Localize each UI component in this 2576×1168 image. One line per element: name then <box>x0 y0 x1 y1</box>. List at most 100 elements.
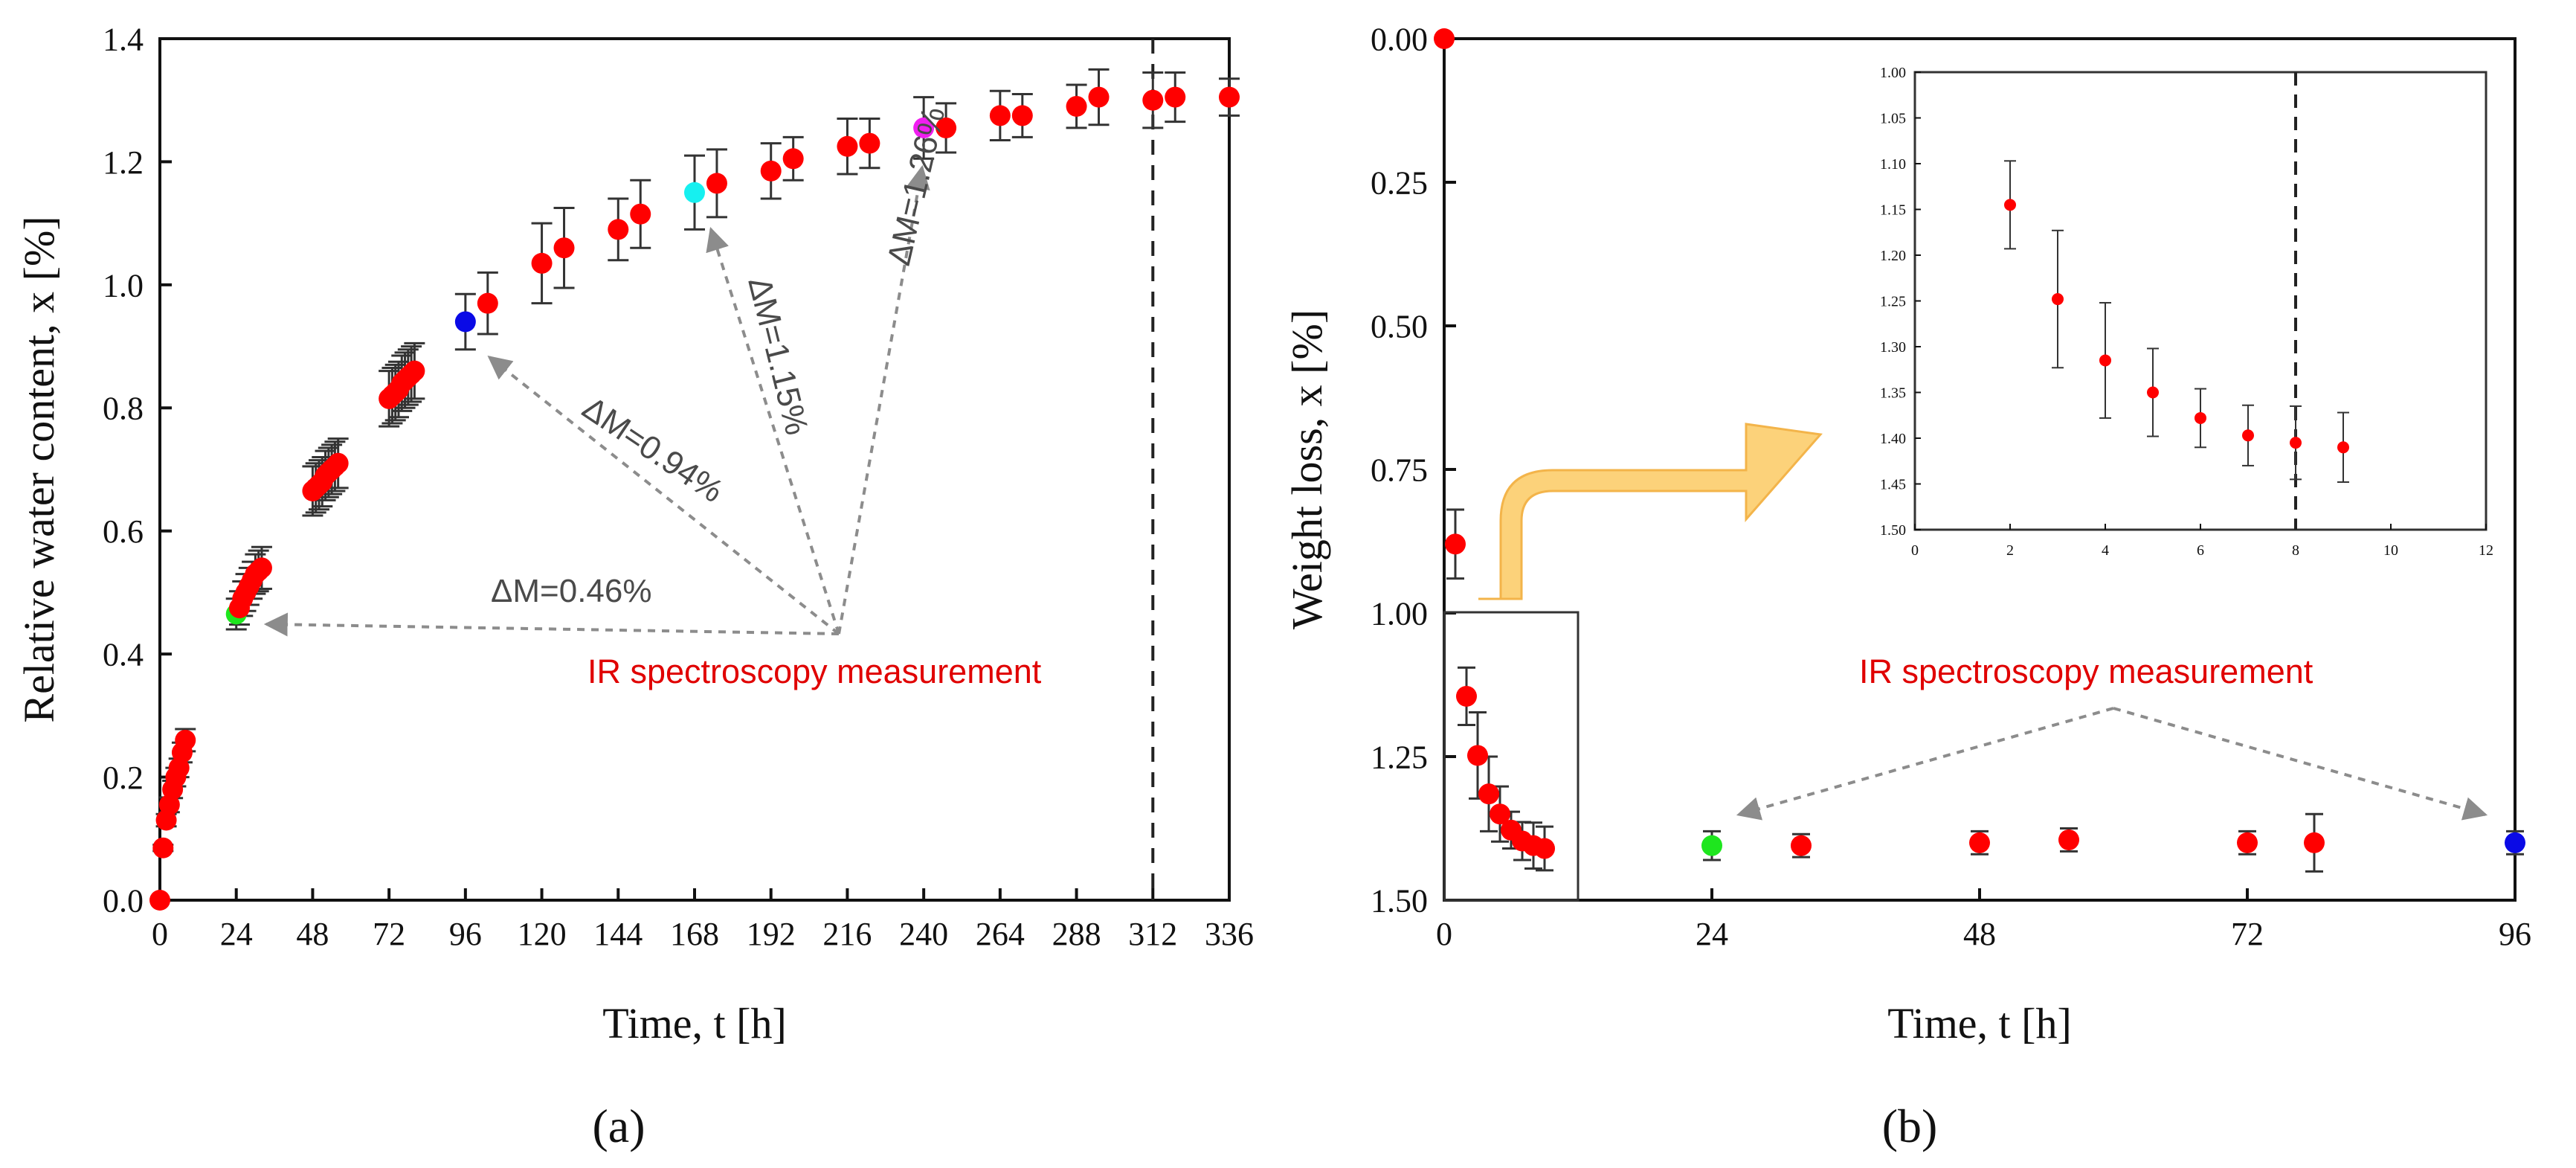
inset-x-tick-label: 0 <box>1911 542 1919 559</box>
panel-b-x-axis-label: Time, t [h] <box>1887 999 2072 1047</box>
panel-a-y-tick-label: 0.8 <box>103 391 144 427</box>
panel-a-data-point <box>404 361 425 382</box>
zoom-arrow-icon <box>1478 424 1820 599</box>
panel-b-y-tick-label: 0.50 <box>1371 308 1428 344</box>
panel-a-data-point <box>251 557 272 578</box>
panel-a-x-tick-label: 120 <box>518 916 567 952</box>
inset-y-tick-label: 1.10 <box>1880 156 1906 173</box>
panel-b-y-tick-label: 0.25 <box>1371 164 1428 201</box>
panel-b-data-point <box>1467 745 1488 766</box>
panel-a-data-point <box>630 204 651 225</box>
panel-a-x-tick-label: 336 <box>1205 916 1254 952</box>
inset-y-tick-label: 1.15 <box>1880 202 1906 219</box>
panel-a-x-tick-label: 288 <box>1052 916 1101 952</box>
panel-a-x-tick-label: 96 <box>449 916 482 952</box>
arrow-to-0-46 <box>266 624 839 634</box>
panel-b-data-point <box>1969 832 1990 853</box>
panel-a-x-tick-label: 0 <box>152 916 168 952</box>
inset-x-tick-label: 8 <box>2292 542 2299 559</box>
panel-b-data-point <box>2505 832 2525 853</box>
panel-a-y-tick-label: 0.6 <box>103 513 144 550</box>
panel-a-chart: 0 24 48 72 96 120 144 168 192 216 240 264 288 312 336 0… <box>15 21 1254 1152</box>
inset-plot-frame <box>1915 72 2486 530</box>
panel-a-data-point <box>608 219 628 240</box>
panel-a-y-tick-label: 1.4 <box>103 21 144 57</box>
panel-b-ir-label: IR spectroscopy measurement <box>1859 652 2313 690</box>
panel-a-y-tick-label: 1.2 <box>103 144 144 181</box>
panel-a-label: (a) <box>592 1100 645 1152</box>
panel-a-y-tick-label: 1.0 <box>103 267 144 304</box>
panel-a-data-point <box>706 173 727 193</box>
panel-b-data-point <box>1445 533 1466 554</box>
panel-b-y-tick-label: 0.00 <box>1371 21 1428 57</box>
panel-a-x-tick-label: 216 <box>822 916 872 952</box>
figure: 0 24 48 72 96 120 144 168 192 216 240 264 288 312 3360… <box>0 0 2576 1168</box>
panel-a-data-point <box>837 136 857 157</box>
panel-a-data-point <box>1219 87 1240 108</box>
panel-b-chart: 0 24 48 72 960.000.250.500.751.001.251.50 IR… <box>1283 21 2531 1152</box>
panel-b-data-point <box>2304 832 2325 853</box>
panel-a-x-tick-label: 72 <box>373 916 405 952</box>
panel-b-y-tick-label: 1.50 <box>1371 882 1428 919</box>
panel-a-x-axis-label: Time, t [h] <box>602 999 787 1047</box>
inset-y-tick-label: 1.40 <box>1880 431 1906 447</box>
inset-x-tick-label: 4 <box>2102 542 2109 559</box>
panel-b-x-tick-label: 0 <box>1436 916 1452 952</box>
panel-b-data-point <box>1791 835 1812 856</box>
inset-y-tick-label: 1.50 <box>1880 522 1906 539</box>
inset-x-tick-label: 2 <box>2006 542 2014 559</box>
inset-y-tick-label: 1.00 <box>1880 65 1906 81</box>
panel-b-data-point <box>1478 783 1499 804</box>
panel-a-x-tick-label: 24 <box>220 916 253 952</box>
panel-b-x-tick-label: 96 <box>2499 916 2531 952</box>
panel-b-y-axis-label: Weight loss, x [%] <box>1283 309 1331 629</box>
panel-b-zoom-box <box>1444 612 1578 900</box>
panel-a-data-point <box>1165 87 1185 108</box>
panel-b-annotation-arrows <box>1739 708 2485 815</box>
inset-data-point <box>2337 441 2349 453</box>
delta-m-label-1-26: ΔM=1.26% <box>880 103 952 269</box>
inset-data-point <box>2099 354 2111 366</box>
panel-a-data-point <box>783 148 804 169</box>
panel-a-data-point <box>1089 87 1110 108</box>
panel-a-ir-label: IR spectroscopy measurement <box>587 652 1042 690</box>
panel-a-data-point <box>684 182 705 203</box>
panel-a-data-point <box>152 838 173 859</box>
panel-b-data-point <box>1434 28 1455 49</box>
panel-a-x-tick-label: 312 <box>1128 916 1177 952</box>
panel-a-data-point <box>859 133 880 154</box>
inset-y-tick-label: 1.20 <box>1880 248 1906 264</box>
panel-a-x-tick-label: 192 <box>747 916 796 952</box>
panel-a-data-point <box>1066 96 1087 117</box>
arrow-to-24h <box>1739 708 2113 815</box>
inset-data-point <box>2004 199 2016 211</box>
inset-y-tick-label: 1.45 <box>1880 477 1906 493</box>
panel-a-y-tick-label: 0.0 <box>103 882 144 919</box>
panel-b-y-tick-label: 1.25 <box>1371 739 1428 775</box>
inset-data-point <box>2290 437 2302 449</box>
panel-a-data-point <box>477 293 498 314</box>
inset-data-point <box>2195 412 2206 424</box>
panel-b-data-point <box>2237 832 2258 853</box>
panel-a-data-point <box>1142 90 1163 111</box>
panel-a-data-point <box>149 890 170 911</box>
panel-a-y-tick-label: 0.2 <box>103 760 144 796</box>
panel-b-data-point <box>2058 830 2079 850</box>
panel-b-y-tick-label: 1.00 <box>1371 595 1428 632</box>
panel-b-data-point <box>1701 835 1722 856</box>
inset-data-point <box>2052 293 2064 305</box>
inset-x-tick-label: 12 <box>2479 542 2493 559</box>
panel-a-data-point <box>532 253 553 274</box>
panel-b-inset: 0 2 4 6 8 10 12 1.00 1.05 1.10 1.15 1.20 1.25 1.30 1.3… <box>1880 65 2493 559</box>
delta-m-label-0-46: ΔM=0.46% <box>491 573 652 609</box>
panel-a-data-point <box>554 237 575 258</box>
panel-a-x-tick-label: 48 <box>296 916 329 952</box>
panel-a-data-point <box>455 311 476 332</box>
panel-a-data-point <box>328 453 349 474</box>
panel-b-data-point <box>1534 838 1555 859</box>
panel-a-y-tick-label: 0.4 <box>103 637 144 673</box>
panel-a-x-tick-label: 144 <box>593 916 643 952</box>
panel-a-x-tick-label: 168 <box>670 916 719 952</box>
inset-x-tick-label: 10 <box>2383 542 2398 559</box>
inset-y-tick-label: 1.30 <box>1880 339 1906 356</box>
